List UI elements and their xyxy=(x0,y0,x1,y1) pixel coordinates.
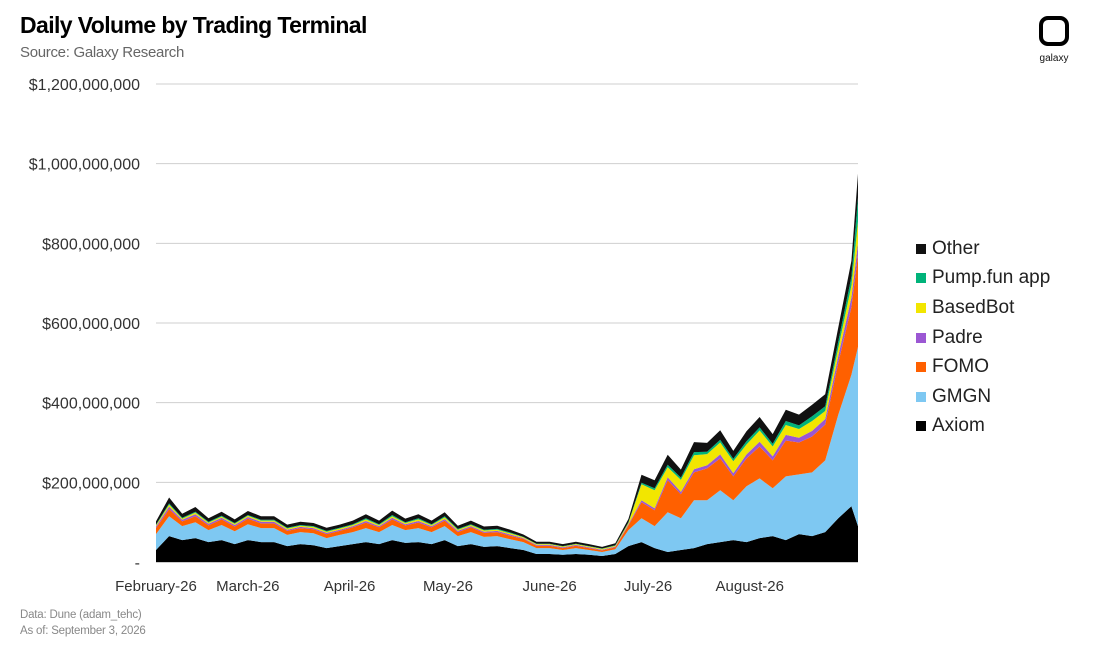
legend-swatch xyxy=(916,243,926,254)
legend-swatch xyxy=(916,302,926,313)
legend-label: Pump.fun app xyxy=(932,267,1051,289)
legend-item: Other xyxy=(916,234,1050,264)
legend-label: Other xyxy=(932,237,980,259)
legend-swatch xyxy=(916,273,926,284)
x-tick-label: July-26 xyxy=(624,578,672,595)
legend-item: BasedBot xyxy=(916,293,1050,323)
y-tick-label: $400,000,000 xyxy=(42,396,140,413)
legend-label: Axiom xyxy=(932,415,985,437)
legend-label: Padre xyxy=(932,326,983,348)
legend-label: BasedBot xyxy=(932,296,1015,318)
legend-swatch xyxy=(916,421,926,432)
galaxy-logo: galaxy xyxy=(1030,16,1078,64)
x-tick-label: April-26 xyxy=(324,578,376,595)
legend-swatch xyxy=(916,332,926,343)
series-area-fomo xyxy=(156,255,858,553)
y-tick-label: - xyxy=(135,555,140,572)
x-tick-label: May-26 xyxy=(423,578,473,595)
logo-text: galaxy xyxy=(1039,53,1069,64)
legend-item: Pump.fun app xyxy=(916,264,1050,294)
series-area-axiom xyxy=(156,506,858,562)
x-tick-label: August-26 xyxy=(716,578,784,595)
x-tick-label: February-26 xyxy=(115,578,197,595)
legend-item: Axiom xyxy=(916,412,1050,442)
legend-item: Padre xyxy=(916,323,1050,353)
legend-item: FOMO xyxy=(916,352,1050,382)
x-tick-label: March-26 xyxy=(216,578,279,595)
x-tick-label: June-26 xyxy=(523,578,577,595)
series-area-gmgn xyxy=(156,346,858,556)
footer-data-source: Data: Dune (adam_tehc) xyxy=(20,609,142,621)
legend-swatch xyxy=(916,362,926,373)
galaxy-logo-icon xyxy=(1039,16,1069,46)
y-tick-label: $1,000,000,000 xyxy=(29,157,140,174)
legend: Other Pump.fun app BasedBot Padre FOMO GMGN Ax… xyxy=(916,234,1050,441)
footer: Data: Dune (adam_tehc) As of: September … xyxy=(20,607,146,639)
y-tick-label: $200,000,000 xyxy=(42,475,140,492)
y-tick-label: $1,200,000,000 xyxy=(29,77,140,94)
chart-title: Daily Volume by Trading Terminal xyxy=(20,12,367,38)
legend-swatch xyxy=(916,391,926,402)
legend-item: GMGN xyxy=(916,382,1050,412)
y-tick-label: $600,000,000 xyxy=(42,316,140,333)
legend-label: GMGN xyxy=(932,385,992,407)
chart-subtitle: Source: Galaxy Research xyxy=(20,44,185,61)
footer-as-of: As of: September 3, 2026 xyxy=(20,625,146,637)
y-tick-label: $800,000,000 xyxy=(42,236,140,253)
legend-label: FOMO xyxy=(932,356,989,378)
